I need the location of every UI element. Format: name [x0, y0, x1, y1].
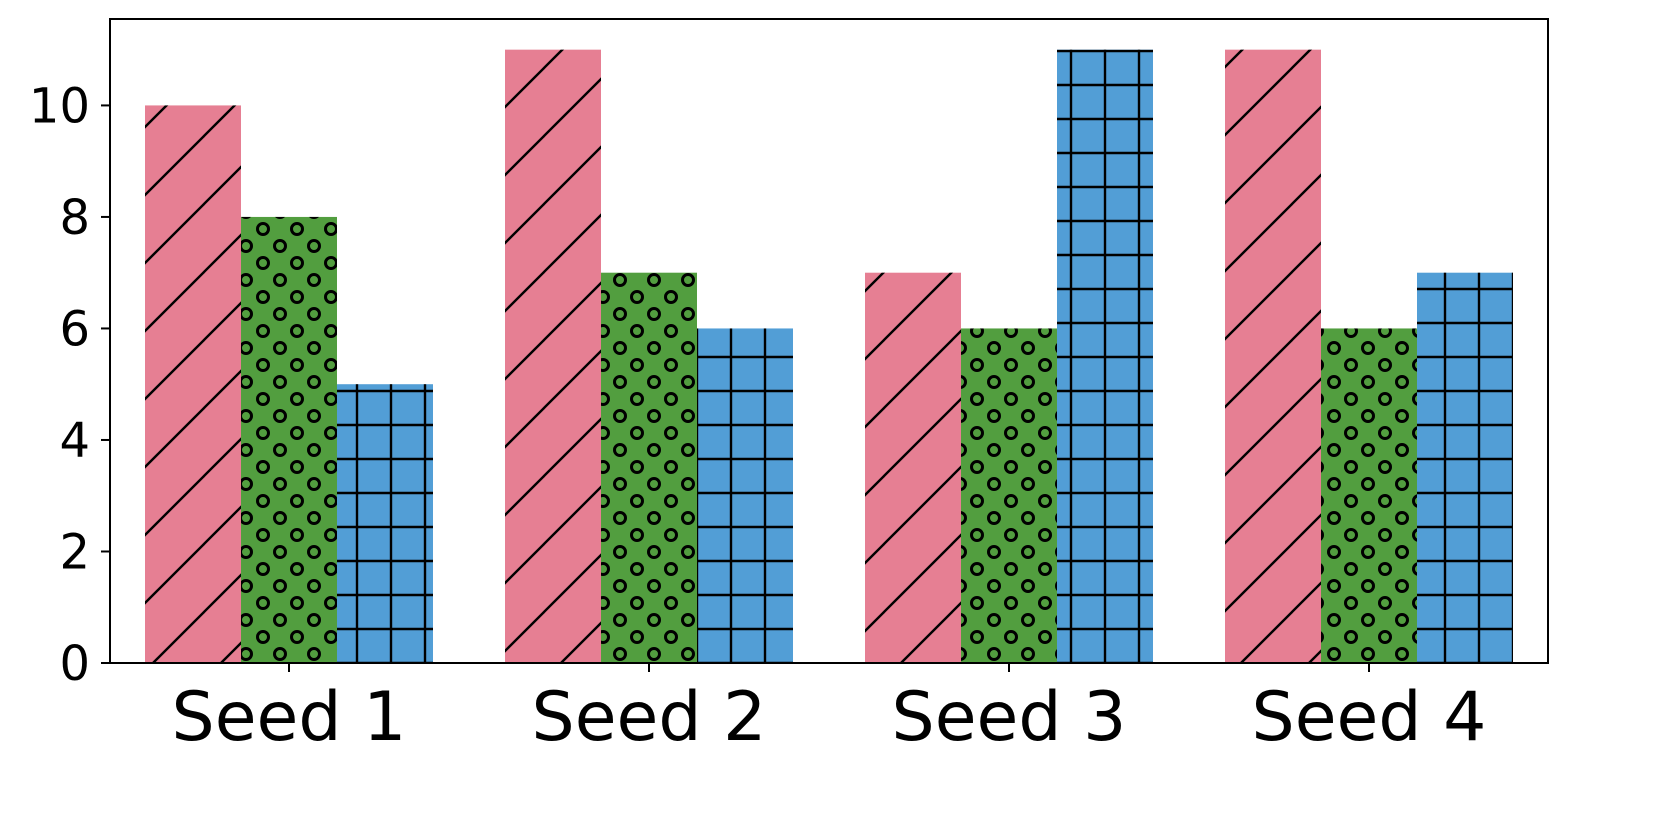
bar-s3-1 — [337, 384, 433, 663]
bar-s1-4 — [1225, 49, 1321, 663]
y-tick-label: 6 — [59, 301, 90, 357]
x-tick-label: Seed 3 — [892, 678, 1127, 757]
x-tick-label: Seed 4 — [1252, 678, 1487, 757]
y-tick-label: 0 — [59, 636, 90, 692]
y-tick-label: 4 — [59, 413, 90, 469]
bar-s2-1 — [241, 216, 337, 663]
bar-s1-3 — [865, 272, 961, 663]
bar-s2-4 — [1321, 328, 1417, 663]
bar-s3-3 — [1057, 49, 1153, 663]
bar-s2-3 — [961, 328, 1057, 663]
y-tick-label: 8 — [59, 190, 90, 246]
bar-s3-2 — [697, 328, 793, 663]
y-tick-label: 2 — [59, 524, 90, 580]
axis-layer: Seed 1 Seed 2 Seed 3 Seed 4 0 2 4 6 8 10 — [29, 78, 1487, 757]
bar-s1-2 — [505, 49, 601, 663]
x-tick-label: Seed 2 — [532, 678, 767, 757]
plot-frame — [109, 18, 1549, 664]
bars-layer — [145, 49, 1513, 663]
bar-s3-4 — [1417, 272, 1513, 663]
x-tick-label: Seed 1 — [172, 678, 407, 757]
bar-s1-1 — [145, 105, 241, 663]
bar-s2-2 — [601, 272, 697, 663]
y-tick-label: 10 — [29, 78, 90, 134]
